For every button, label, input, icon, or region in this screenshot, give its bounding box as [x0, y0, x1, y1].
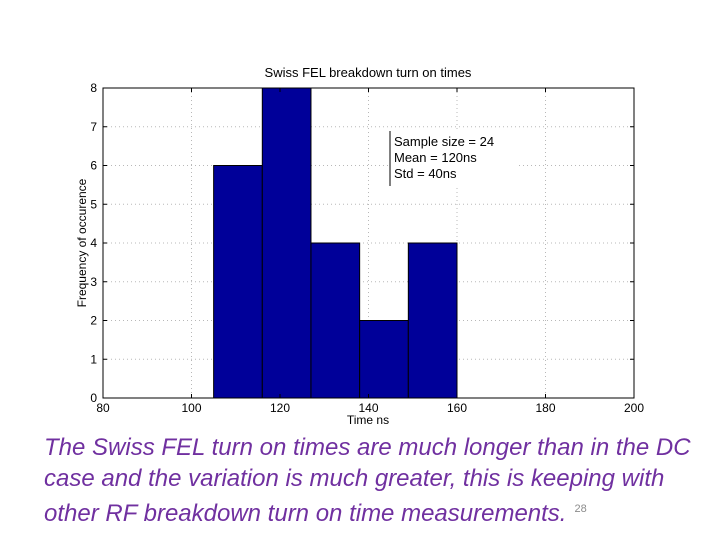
y-tick-label: 5 — [90, 197, 97, 211]
y-tick-label: 6 — [90, 159, 97, 173]
histogram-bar — [261, 87, 312, 399]
y-tick-label: 3 — [90, 275, 97, 289]
histogram-chart: 80 100 120 140 160 180 200 0 1 2 3 4 5 6 7 8 Swiss FEL … — [75, 65, 644, 427]
x-tick-label: 140 — [358, 401, 378, 415]
y-tick-label: 8 — [90, 81, 97, 95]
y-tick-label: 0 — [90, 391, 97, 405]
axis-ticks: 80 100 120 140 160 180 200 0 1 2 3 4 5 6 7 8 — [90, 81, 644, 415]
y-tick-label: 4 — [90, 236, 97, 250]
legend-background — [390, 131, 516, 186]
x-axis-label: Time ns — [347, 413, 389, 427]
histogram-bars — [213, 87, 458, 399]
x-tick-label: 120 — [270, 401, 290, 415]
y-axis-label: Frequency of occurence — [75, 178, 89, 307]
x-tick-label: 100 — [181, 401, 201, 415]
slide-caption: The Swiss FEL turn on times are much lon… — [44, 432, 704, 529]
caption-text: The Swiss FEL turn on times are much lon… — [44, 434, 691, 527]
histogram-bar — [213, 165, 263, 399]
x-tick-label: 160 — [447, 401, 467, 415]
histogram-bar — [310, 242, 361, 399]
chart-title: Swiss FEL breakdown turn on times — [265, 65, 472, 80]
legend-sample-size: Sample size = 24 — [394, 134, 494, 149]
x-tick-label: 80 — [96, 401, 110, 415]
stats-legend: Sample size = 24 Mean = 120ns Std = 40ns — [389, 131, 516, 186]
y-tick-label: 7 — [90, 120, 97, 134]
histogram-bar — [407, 242, 458, 399]
x-tick-label: 200 — [624, 401, 644, 415]
y-tick-label: 1 — [90, 352, 97, 366]
x-tick-label: 180 — [535, 401, 555, 415]
legend-std: Std = 40ns — [394, 166, 457, 181]
y-tick-label: 2 — [90, 314, 97, 328]
histogram-bar — [359, 320, 409, 399]
slide-number: 28 — [574, 503, 587, 515]
legend-mean: Mean = 120ns — [394, 150, 477, 165]
